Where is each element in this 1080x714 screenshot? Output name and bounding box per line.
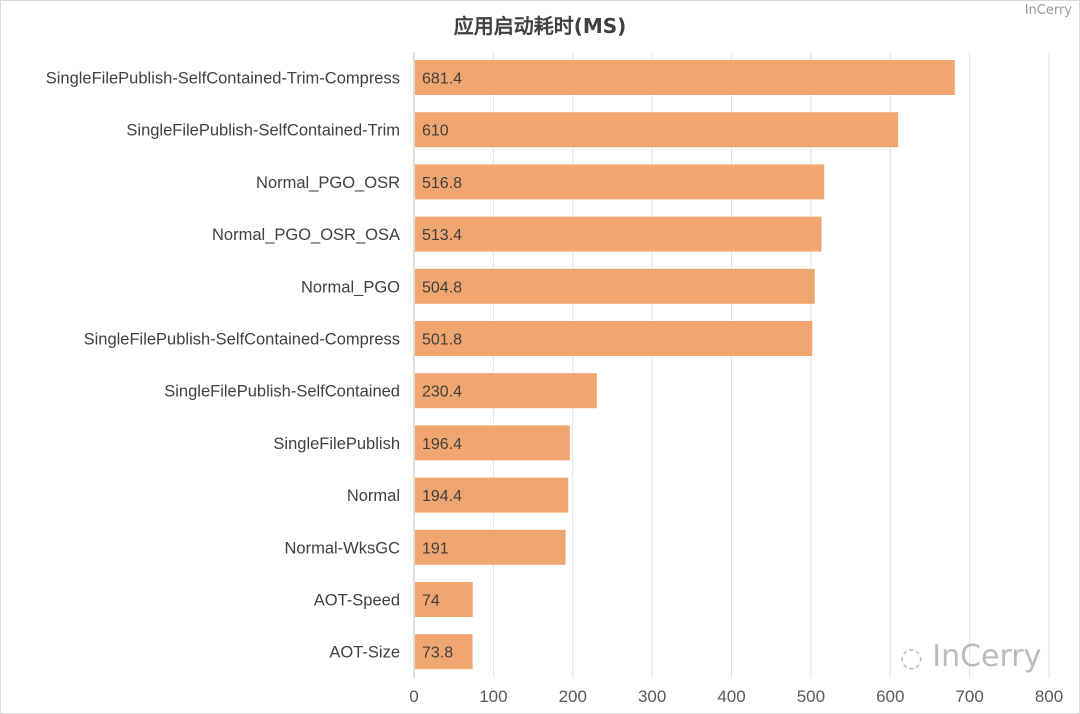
data-label: 74	[422, 593, 440, 610]
category-label: SingleFilePublish-SelfContained-Trim-Com…	[46, 70, 400, 88]
data-label: 194.4	[422, 488, 462, 505]
data-label: 513.4	[422, 227, 462, 244]
data-label: 504.8	[422, 279, 462, 296]
data-label: 73.8	[422, 645, 453, 662]
bar	[415, 216, 822, 252]
bar	[415, 477, 569, 513]
category-label: Normal_PGO	[301, 278, 400, 296]
x-tick-label: 0	[409, 687, 418, 706]
category-label: Normal-WksGC	[285, 539, 401, 557]
x-tick-label: 100	[479, 687, 507, 706]
x-tick-label: 500	[797, 687, 825, 706]
chart-title: 应用启动耗时(MS)	[453, 14, 627, 38]
data-label: 196.4	[422, 436, 462, 453]
data-label: 610	[422, 123, 449, 140]
bar	[415, 268, 815, 304]
category-label: Normal	[347, 487, 400, 505]
category-label: SingleFilePublish-SelfContained-Trim	[126, 122, 400, 140]
bar	[415, 373, 597, 409]
category-label: SingleFilePublish-SelfContained	[164, 383, 400, 401]
category-label: AOT-Speed	[314, 592, 400, 610]
wechat-icon: ◌	[900, 643, 923, 673]
category-label: Normal_PGO_OSR	[256, 174, 400, 192]
data-label: 191	[422, 540, 449, 557]
category-label: SingleFilePublish	[273, 435, 400, 453]
x-tick-label: 600	[876, 687, 904, 706]
watermark-corner: InCerry	[1024, 3, 1072, 18]
bar	[415, 582, 473, 617]
bar	[415, 321, 813, 356]
bar	[415, 425, 570, 461]
data-label: 501.8	[422, 332, 462, 349]
data-label: 516.8	[422, 175, 462, 192]
bar	[415, 112, 899, 148]
x-tick-label: 300	[638, 687, 666, 706]
data-label: 230.4	[422, 384, 462, 401]
category-label: Normal_PGO_OSR_OSA	[212, 226, 400, 244]
bar	[415, 634, 473, 670]
category-label: AOT-Size	[329, 644, 400, 662]
watermark-text: InCerry	[932, 639, 1042, 674]
x-tick-label: 700	[955, 687, 983, 706]
x-tick-label: 800	[1035, 687, 1063, 706]
x-tick-label: 200	[559, 687, 587, 706]
watermark-wechat: ◌ InCerry	[900, 640, 1041, 673]
category-label: SingleFilePublish-SelfContained-Compress	[84, 331, 400, 349]
x-tick-label: 400	[717, 687, 745, 706]
bar	[415, 529, 566, 565]
bar	[415, 60, 955, 95]
data-label: 681.4	[422, 71, 462, 88]
bar	[415, 164, 825, 200]
